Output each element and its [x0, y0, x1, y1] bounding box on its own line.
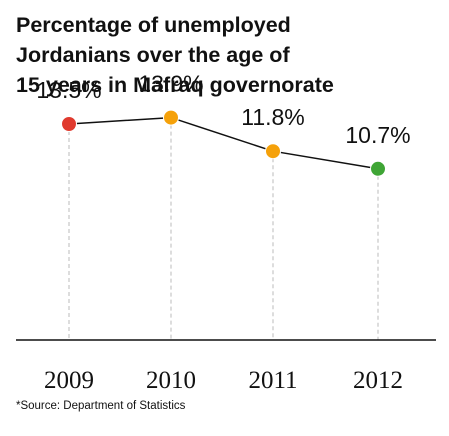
x-tick-label-2012: 2012 — [353, 367, 403, 394]
chart-title-line-1: Percentage of unemployed — [16, 13, 291, 37]
series-line — [68, 116, 379, 170]
value-label-2009: 13.5% — [36, 77, 101, 103]
data-point-2010 — [163, 109, 179, 126]
data-point-2012 — [370, 160, 386, 177]
value-label-2012: 10.7% — [345, 122, 410, 148]
data-point-2009 — [61, 116, 77, 132]
line-chart: 13.5% 13.9% 11.8% 10.7% 2009 2010 2011 2012 — [16, 71, 436, 394]
value-label-2011: 11.8% — [241, 104, 305, 130]
source-footnote: *Source: Department of Statistics — [16, 400, 186, 412]
x-tick-label-2010: 2010 — [146, 367, 196, 394]
data-point-2011 — [265, 143, 281, 160]
x-tick-label-2011: 2011 — [248, 367, 297, 394]
chart-title-line-3: 15 years in Mafraq governorate — [16, 73, 334, 97]
chart-title-line-2: Jordanians over the age of — [16, 43, 290, 67]
chart-title: Percentage of unemployed Jordanians over… — [16, 10, 436, 100]
x-tick-label-2009: 2009 — [44, 367, 94, 394]
value-label-2010: 13.9% — [138, 71, 203, 97]
